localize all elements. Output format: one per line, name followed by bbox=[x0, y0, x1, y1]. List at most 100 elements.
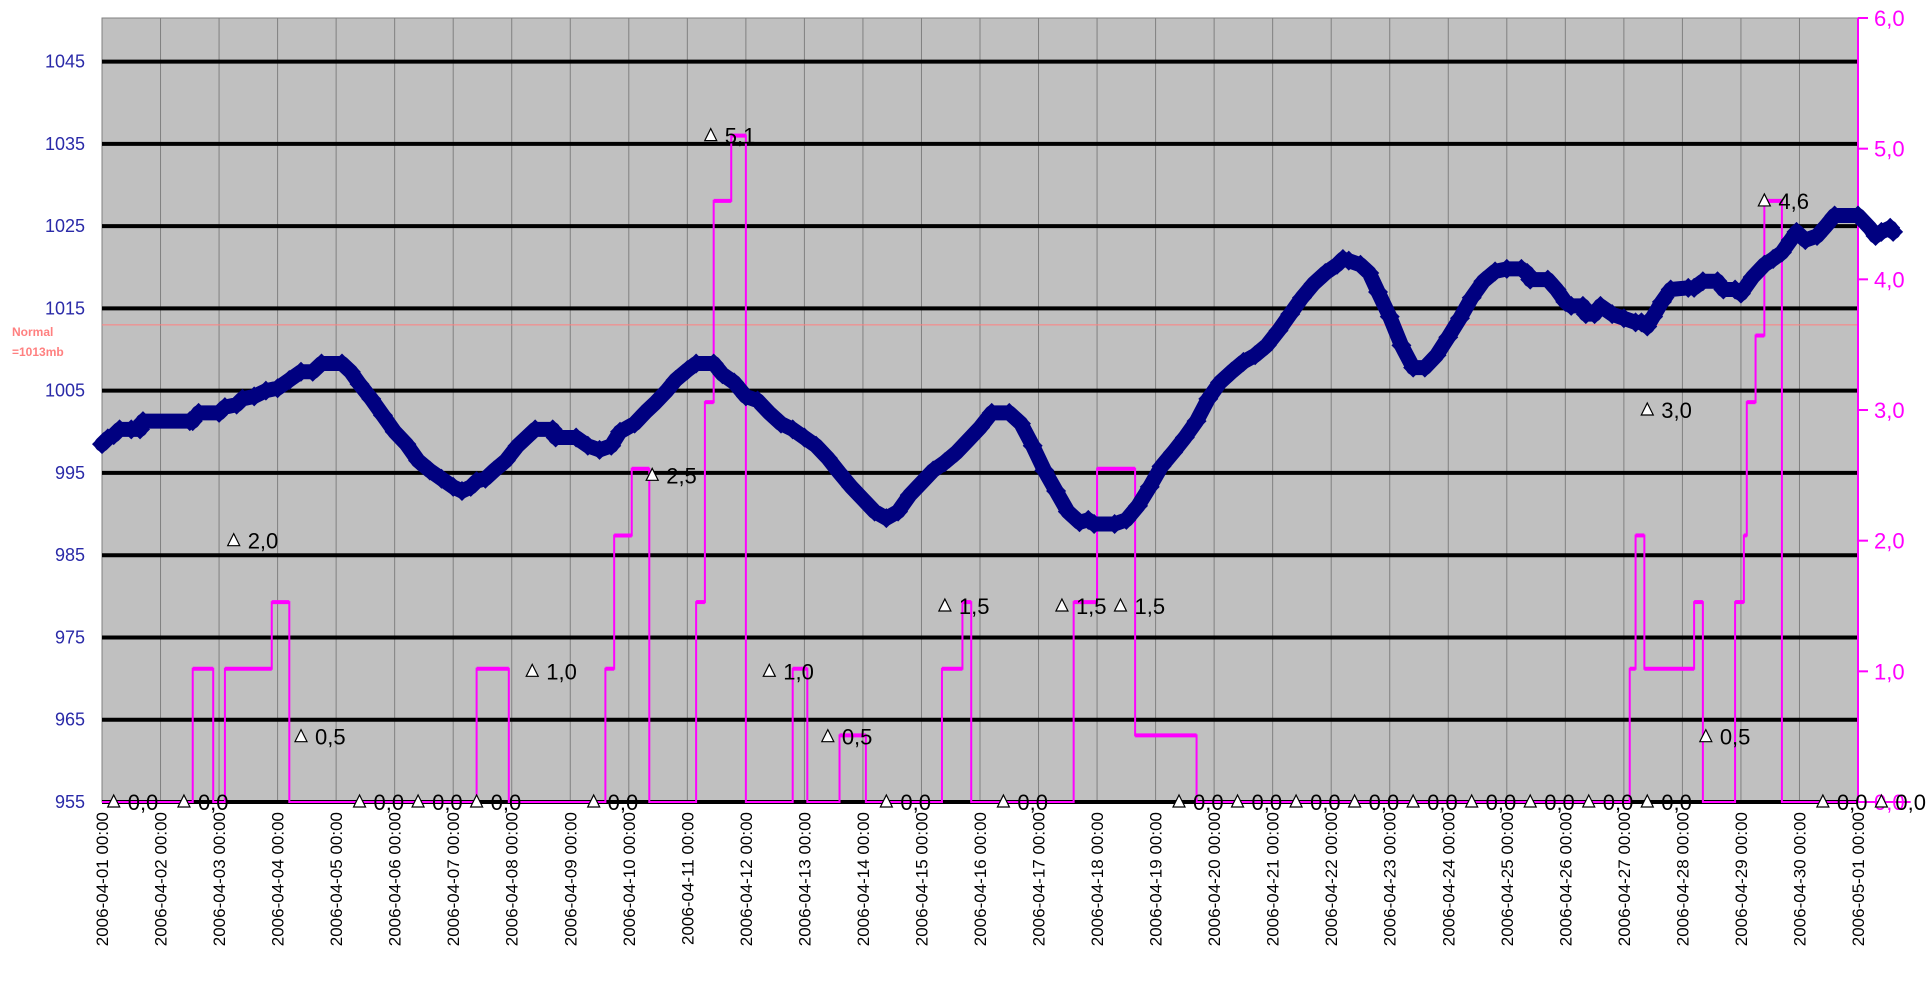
pressure-point bbox=[384, 421, 405, 442]
x-tick-label: 2006-04-13 00:00 bbox=[795, 812, 814, 946]
pressure-point bbox=[665, 369, 686, 390]
right-tick-label: 1,0 bbox=[1874, 659, 1905, 684]
precipitation-series bbox=[102, 133, 1911, 803]
precipitation-marker bbox=[1523, 793, 1538, 808]
x-tick-label: 2006-04-29 00:00 bbox=[1732, 812, 1751, 946]
x-tick-label: 2006-04-10 00:00 bbox=[620, 812, 639, 946]
pressure-point bbox=[1057, 501, 1078, 522]
pressure-point bbox=[934, 452, 955, 473]
precipitation-value-label: 1,5 bbox=[1134, 594, 1165, 619]
left-tick-label: 975 bbox=[55, 627, 85, 647]
precipitation-value-label: 0,0 bbox=[1369, 790, 1400, 815]
pressure-point bbox=[372, 405, 393, 426]
pressure-point bbox=[829, 462, 850, 483]
pressure-point bbox=[1010, 413, 1031, 434]
pressure-point bbox=[645, 393, 666, 414]
x-tick-label: 2006-04-26 00:00 bbox=[1556, 812, 1575, 946]
pressure-point bbox=[1438, 327, 1459, 348]
precipitation-marker bbox=[1581, 793, 1596, 808]
precipitation-marker bbox=[525, 662, 540, 677]
precipitation-marker bbox=[352, 793, 367, 808]
pressure-point bbox=[1221, 361, 1242, 382]
pressure-point bbox=[958, 430, 979, 451]
x-tick-label: 2006-04-27 00:00 bbox=[1615, 812, 1634, 946]
precipitation-marker bbox=[645, 466, 660, 481]
pressure-point bbox=[970, 417, 990, 438]
pressure-point bbox=[1368, 281, 1389, 302]
x-tick-label: 2006-04-07 00:00 bbox=[444, 812, 463, 946]
pressure-point bbox=[1473, 271, 1494, 292]
precipitation-marker bbox=[411, 793, 426, 808]
pressure-point bbox=[1022, 435, 1043, 456]
pressure-point bbox=[1391, 335, 1412, 356]
pressure-point bbox=[1303, 273, 1324, 294]
pressure-point bbox=[1651, 291, 1672, 312]
x-tick-label: 2006-04-28 00:00 bbox=[1673, 812, 1692, 946]
precipitation-value-label: 0,0 bbox=[1486, 790, 1517, 815]
x-tick-label: 2006-04-14 00:00 bbox=[854, 812, 873, 946]
precipitation-value-label: 0,5 bbox=[1720, 725, 1751, 750]
left-tick-label: 1005 bbox=[45, 381, 85, 401]
pressure-point bbox=[1280, 304, 1301, 325]
precipitation-marker bbox=[879, 793, 894, 808]
pressure-point bbox=[601, 435, 622, 456]
pressure-point bbox=[525, 419, 546, 440]
precipitation-value-label: 0,5 bbox=[315, 725, 346, 750]
x-tick-label: 2006-05-01 00:00 bbox=[1849, 812, 1868, 946]
precipitation-marker bbox=[762, 662, 777, 677]
precipitation-value-label: 0,0 bbox=[1427, 790, 1458, 815]
pressure-point bbox=[291, 361, 312, 382]
pressure-point bbox=[981, 402, 1002, 423]
precipitation-marker bbox=[1464, 793, 1479, 808]
pressure-point bbox=[806, 435, 827, 456]
pressure-point bbox=[1771, 242, 1792, 263]
pressure-point bbox=[1730, 283, 1751, 304]
pressure-point bbox=[1379, 306, 1400, 327]
precipitation-labels: 0,0 0,0 2,0 0,5 0,0 0,0 0,0 1,0 0,0 2,5 5,1 1,0 0,5 0… bbox=[106, 124, 1926, 815]
left-tick-label: 985 bbox=[55, 545, 85, 565]
x-tick-label: 2006-04-02 00:00 bbox=[152, 812, 171, 946]
x-tick-label: 2006-04-04 00:00 bbox=[269, 812, 288, 946]
precipitation-marker bbox=[1757, 192, 1772, 207]
x-tick-label: 2006-04-05 00:00 bbox=[327, 812, 346, 946]
precipitation-value-label: 0,5 bbox=[842, 725, 873, 750]
pressure-point bbox=[1713, 279, 1734, 300]
precipitation-marker bbox=[937, 597, 952, 612]
right-tick-label: 5,0 bbox=[1874, 137, 1905, 162]
x-tick-label: 2006-04-17 00:00 bbox=[1030, 812, 1049, 946]
pressure-point bbox=[864, 501, 885, 522]
precipitation-marker bbox=[1172, 793, 1186, 808]
pressure-point bbox=[1461, 287, 1482, 308]
pressure-point bbox=[1403, 357, 1424, 378]
x-tick-label: 2006-04-20 00:00 bbox=[1205, 812, 1224, 946]
left-axis-ticks: 955 965 975 985 995 1005 1015 1025 1035 1045 bbox=[45, 52, 85, 812]
precipitation-marker bbox=[1289, 793, 1304, 808]
x-tick-label: 2006-04-08 00:00 bbox=[503, 812, 522, 946]
pressure-point bbox=[1256, 335, 1277, 356]
left-tick-label: 965 bbox=[55, 710, 85, 730]
pressure-point bbox=[1116, 509, 1137, 530]
pressure-point bbox=[759, 402, 780, 423]
pressure-point bbox=[1414, 357, 1435, 378]
pressure-point bbox=[1520, 269, 1541, 290]
pressure-point bbox=[1151, 456, 1172, 477]
normal-pressure-value-label: =1013mb bbox=[12, 345, 64, 359]
x-tick-label: 2006-04-03 00:00 bbox=[210, 812, 229, 946]
pressure-point bbox=[817, 448, 838, 469]
left-tick-label: 1015 bbox=[45, 298, 85, 318]
pressure-point bbox=[1139, 476, 1160, 497]
x-tick-label: 2006-04-12 00:00 bbox=[737, 812, 756, 946]
pressure-point bbox=[1268, 320, 1289, 341]
pressure-point bbox=[1046, 481, 1067, 502]
x-tick-label: 2006-04-15 00:00 bbox=[912, 812, 931, 946]
precipitation-value-label: 1,0 bbox=[783, 659, 814, 684]
pressure-point bbox=[1561, 295, 1582, 316]
right-tick-label: 6,0 bbox=[1874, 6, 1905, 31]
precipitation-value-label: 0,0 bbox=[198, 790, 229, 815]
pressure-point bbox=[1742, 267, 1763, 288]
pressure-point bbox=[841, 476, 862, 497]
normal-pressure-label: Normal bbox=[12, 325, 53, 339]
pressure-point bbox=[1824, 205, 1845, 226]
pressure-point bbox=[188, 402, 209, 423]
